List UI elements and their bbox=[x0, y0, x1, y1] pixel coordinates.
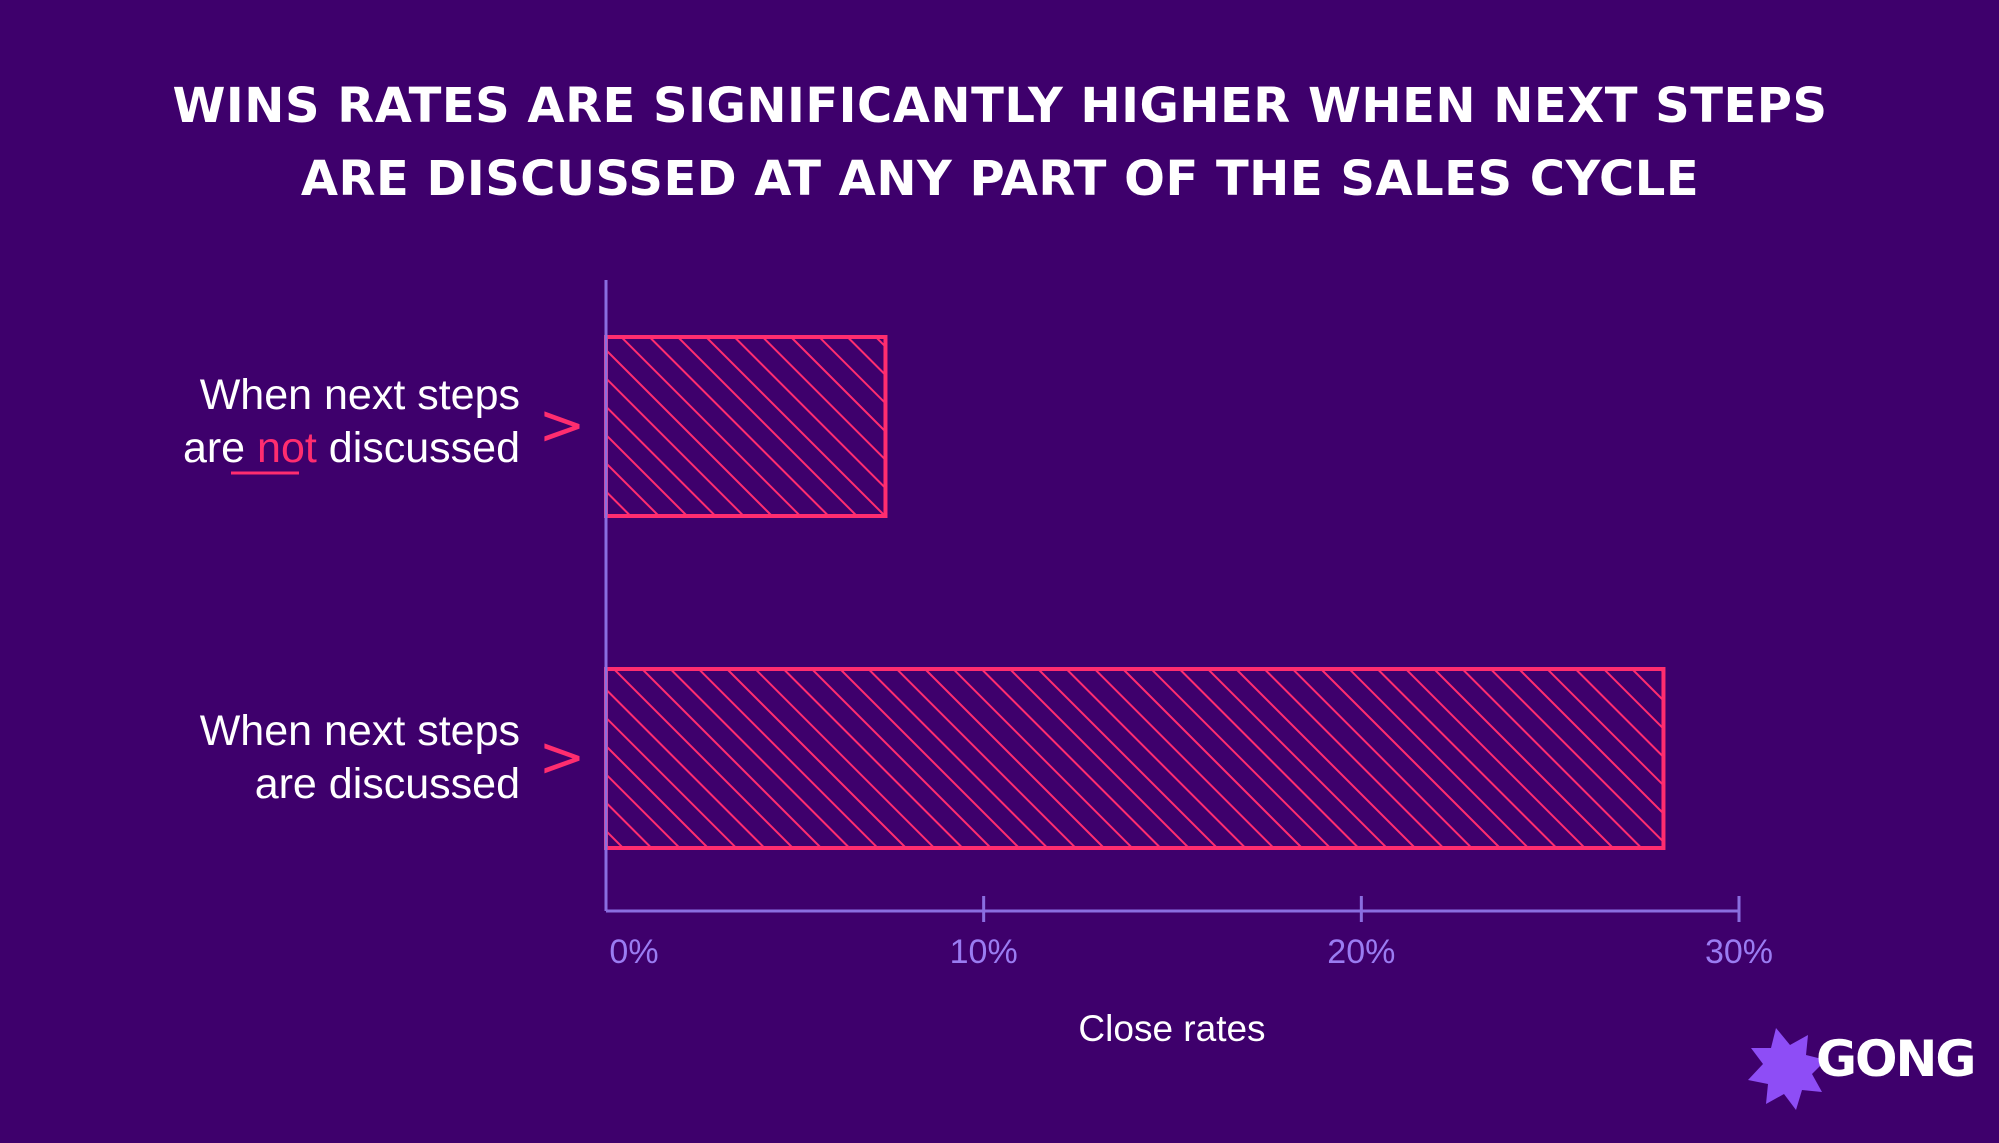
category-label-0-highlight: not bbox=[257, 424, 317, 472]
category-label-0-text-after: discussed bbox=[317, 424, 520, 472]
bar-series bbox=[604, 335, 1666, 850]
starburst-icon bbox=[1748, 1028, 1826, 1110]
x-axis-title: Close rates bbox=[1078, 1008, 1265, 1049]
category-label-0-line-1: When next steps bbox=[200, 371, 520, 419]
brand-name: GONG bbox=[1816, 1030, 1974, 1088]
category-label-0-line-2: are not discussed bbox=[183, 424, 520, 472]
chevron-right-icon: > bbox=[539, 725, 586, 790]
x-tick-label-3: 30% bbox=[1705, 933, 1773, 971]
chevron-right-icon: > bbox=[539, 393, 586, 458]
x-tick-label-0: 0% bbox=[609, 933, 658, 971]
category-label-1: When next steps are discussed bbox=[200, 707, 520, 808]
chart-title-line-1: WINS RATES ARE SIGNIFICANTLY HIGHER WHEN… bbox=[172, 78, 1827, 134]
bar-1 bbox=[604, 667, 1666, 850]
chart-title-line-2: ARE DISCUSSED AT ANY PART OF THE SALES C… bbox=[301, 151, 1699, 207]
x-tick-label-1: 10% bbox=[950, 933, 1018, 971]
brand-logo: GONG bbox=[1748, 1028, 1976, 1110]
x-tick-label-2: 20% bbox=[1327, 933, 1395, 971]
bar-0 bbox=[604, 335, 888, 518]
category-label-0-text-before: are bbox=[183, 424, 257, 472]
category-label-1-line-2: are discussed bbox=[255, 760, 520, 808]
x-axis-ticks: 0% 10% 20% 30% bbox=[609, 896, 1773, 971]
category-label-1-line-1: When next steps bbox=[200, 707, 520, 755]
category-label-0: When next steps are not discussed bbox=[183, 371, 520, 475]
